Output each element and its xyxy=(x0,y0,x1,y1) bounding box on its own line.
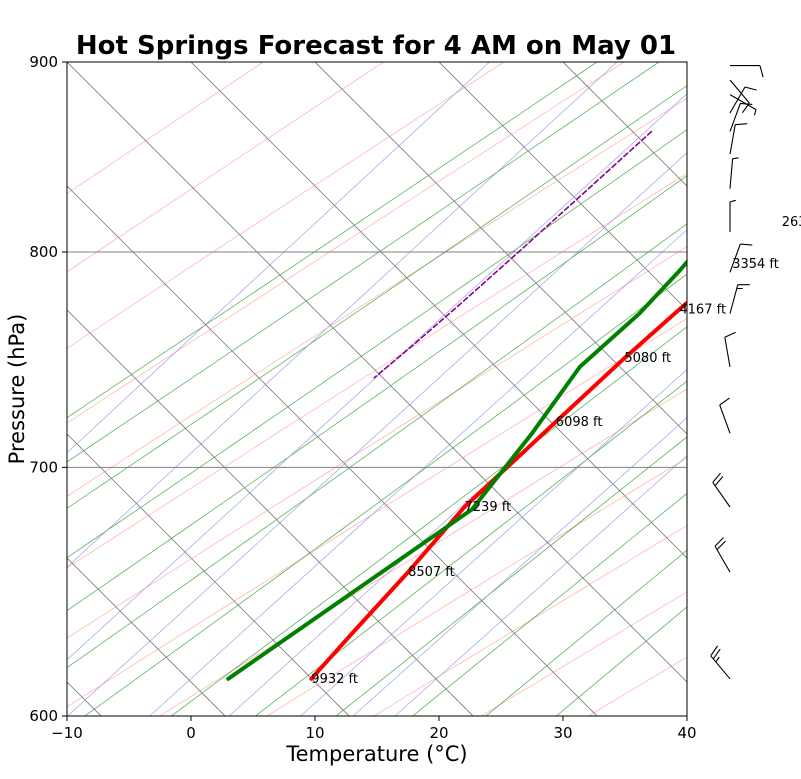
isotherm-line xyxy=(67,185,598,716)
dry-adiabat-line xyxy=(266,457,687,716)
height-labels: 9932 ft 8507 ft 7239 ft 6098 ft 5080 ft 4167 … xyxy=(311,215,801,687)
moist-adiabat-line xyxy=(67,62,660,463)
pressure-gridlines xyxy=(67,251,687,468)
dry-adiabat-line xyxy=(67,62,264,195)
chart-title: Hot Springs Forecast for 4 AM on May 01 xyxy=(76,31,676,61)
wind-barb xyxy=(729,284,750,314)
y-tick-label: 900 xyxy=(29,53,58,71)
moist-adiabat-line xyxy=(67,223,687,669)
moist-adiabat-line xyxy=(67,62,598,419)
isotherm-line xyxy=(67,433,350,716)
dry-adiabat-line xyxy=(67,172,687,569)
height-label: 8507 ft xyxy=(408,565,455,580)
y-tick-label: 700 xyxy=(29,458,58,476)
height-label: 4167 ft xyxy=(679,302,726,317)
x-tick-label: −10 xyxy=(51,724,83,742)
mixing-ratio-line xyxy=(67,152,687,716)
isotherm-line xyxy=(190,62,687,559)
profile-series xyxy=(226,130,687,681)
isotherm-line xyxy=(314,62,687,435)
dry-adiabat-line xyxy=(67,62,505,349)
isotherm-line xyxy=(438,62,687,311)
moist-adiabat-line xyxy=(485,549,687,716)
parcel-line xyxy=(373,130,653,379)
wind-barb xyxy=(729,79,750,114)
moist-adiabat-line xyxy=(412,492,687,716)
moist-adiabat-line xyxy=(67,175,687,612)
dry-adiabat-line xyxy=(159,388,687,716)
x-tick-label: 40 xyxy=(677,724,696,742)
x-axis-ticks: −10 0 10 20 30 40 xyxy=(51,716,697,742)
mixing-ratio-line xyxy=(394,455,687,716)
moist-adiabat-line xyxy=(171,326,687,716)
isotherm-line xyxy=(562,62,687,187)
isotherm-line xyxy=(67,62,687,683)
dewpoint-line xyxy=(226,259,687,681)
wind-barb xyxy=(729,157,739,189)
dry-adiabat-line xyxy=(373,525,687,716)
x-tick-label: 20 xyxy=(429,724,448,742)
wind-barb xyxy=(729,243,753,273)
y-tick-label: 800 xyxy=(29,243,58,261)
isotherm-line xyxy=(67,309,474,716)
moist-adiabat-line xyxy=(255,380,687,716)
wind-barb xyxy=(710,645,731,680)
dry-adiabat-line xyxy=(67,97,687,497)
x-axis-label: Temperature (°C) xyxy=(285,742,467,766)
isotherm-line xyxy=(67,557,226,716)
moist-adiabat-line xyxy=(84,273,687,716)
wind-barbs xyxy=(710,65,764,680)
height-label: 7239 ft xyxy=(465,500,512,515)
wind-barb xyxy=(714,537,731,573)
height-label: 5080 ft xyxy=(624,351,671,366)
y-axis-ticks: 600 700 800 900 xyxy=(29,53,67,725)
background-lines xyxy=(67,62,801,716)
wind-barb xyxy=(729,123,748,155)
wind-barb xyxy=(724,331,736,367)
wind-barb xyxy=(729,199,736,232)
x-tick-label: 10 xyxy=(305,724,324,742)
wind-barb xyxy=(712,472,731,508)
y-tick-label: 600 xyxy=(29,707,58,725)
height-label: 6098 ft xyxy=(556,415,603,430)
height-label: 3354 ft xyxy=(732,257,779,272)
mixing-ratio-line xyxy=(67,62,618,568)
wind-barb xyxy=(729,86,757,114)
dry-adiabat-line xyxy=(67,246,687,639)
wind-barb xyxy=(730,65,764,78)
moist-adiabat-line xyxy=(67,85,687,509)
moist-adiabat-line xyxy=(335,436,687,716)
mixing-ratio-line xyxy=(149,229,687,716)
mixing-ratio-line xyxy=(300,369,687,716)
wind-barb xyxy=(719,397,731,434)
y-axis-label: Pressure (hPa) xyxy=(5,314,29,465)
plot-frame xyxy=(66,61,688,717)
temperature-line xyxy=(309,300,687,681)
mixing-ratio-line xyxy=(352,417,687,716)
height-label: 2639 ft xyxy=(782,215,801,230)
x-tick-label: 30 xyxy=(553,724,572,742)
dry-adiabat-line xyxy=(67,62,625,424)
dry-adiabat-line xyxy=(480,591,687,716)
mixing-ratio-line xyxy=(67,62,490,454)
dry-adiabat-line xyxy=(67,62,384,273)
wind-barb xyxy=(729,94,757,116)
isotherm-line xyxy=(686,62,687,63)
x-tick-label: 0 xyxy=(186,724,196,742)
height-label: 9932 ft xyxy=(311,672,358,687)
dry-adiabat-line xyxy=(696,62,801,716)
